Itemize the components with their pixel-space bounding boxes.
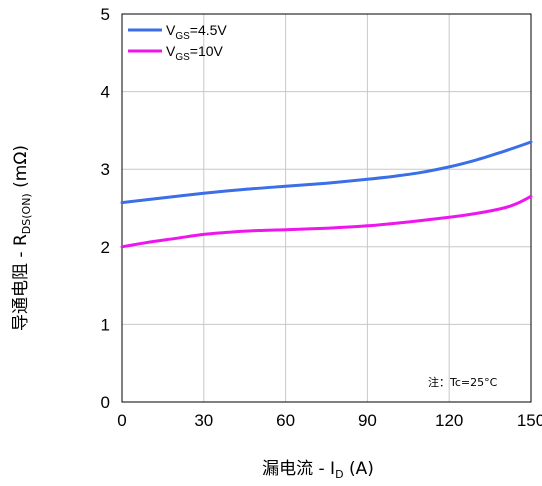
x-axis-title-main: 漏电流 - I bbox=[262, 459, 335, 479]
x-axis-title-unit: (A) bbox=[344, 459, 374, 479]
series-line-1 bbox=[120, 140, 533, 205]
x-axis-title: 漏电流 - ID (A) bbox=[262, 459, 374, 481]
legend-label-sub: GS bbox=[175, 31, 190, 42]
x-tick-labels: 0 30 60 90 120 150 bbox=[117, 411, 542, 430]
x-tick-label: 90 bbox=[358, 411, 377, 430]
note: 注：Tc=25°C bbox=[428, 375, 498, 389]
y-tick-label: 2 bbox=[101, 238, 110, 257]
y-axis-title-sub: DS(ON) bbox=[20, 193, 33, 234]
y-axis-title-unit: (mΩ) bbox=[11, 145, 31, 193]
y-tick-label: 4 bbox=[101, 83, 110, 102]
plot-frame bbox=[121, 13, 532, 403]
y-axis-title: 导通电阻 - RDS(ON) (mΩ) bbox=[11, 145, 33, 331]
y-tick-label: 5 bbox=[101, 5, 110, 24]
legend-label-2: VGS=10V bbox=[166, 43, 224, 63]
grid bbox=[122, 14, 531, 402]
y-axis-title-main: 导通电阻 - R bbox=[11, 234, 31, 331]
y-tick-label: 1 bbox=[101, 315, 110, 334]
y-tick-labels: 0 1 2 3 4 5 bbox=[101, 5, 110, 412]
series-line-2 bbox=[120, 194, 533, 249]
x-tick-label: 0 bbox=[117, 411, 126, 430]
y-tick-label: 0 bbox=[101, 393, 110, 412]
legend-label-value: =10V bbox=[190, 43, 224, 59]
y-tick-label: 3 bbox=[101, 160, 110, 179]
x-tick-label: 120 bbox=[435, 411, 463, 430]
legend-label-main: V bbox=[166, 43, 176, 59]
legend-label-value: =4.5V bbox=[190, 22, 228, 38]
series-layer bbox=[120, 140, 533, 249]
legend-label-1: VGS=4.5V bbox=[166, 22, 227, 42]
x-axis-title-sub: D bbox=[335, 468, 343, 481]
x-tick-label: 30 bbox=[194, 411, 213, 430]
legend-label-sub: GS bbox=[175, 52, 190, 63]
legend-label-main: V bbox=[166, 22, 176, 38]
x-tick-label: 60 bbox=[276, 411, 295, 430]
x-tick-label: 150 bbox=[517, 411, 542, 430]
